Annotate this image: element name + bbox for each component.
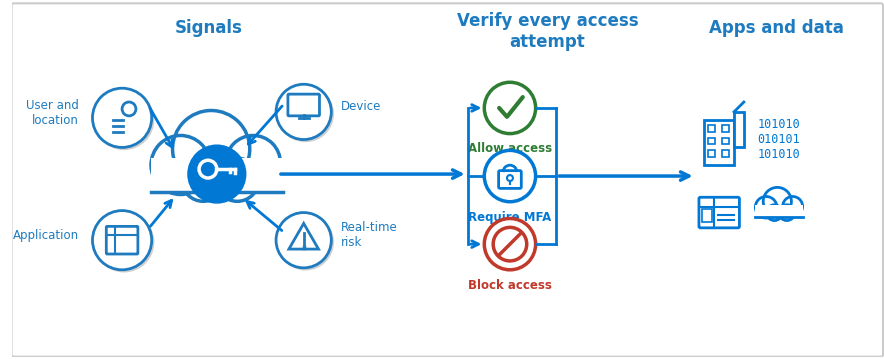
Circle shape	[276, 84, 332, 140]
Text: 101010
010101
101010: 101010 010101 101010	[758, 118, 800, 161]
Bar	[722, 125, 729, 132]
FancyBboxPatch shape	[11, 3, 883, 356]
Bar	[708, 137, 715, 144]
Bar	[708, 125, 715, 132]
Circle shape	[181, 158, 225, 201]
Bar	[722, 150, 729, 157]
FancyBboxPatch shape	[699, 197, 739, 228]
Bar	[705, 120, 734, 165]
Circle shape	[226, 135, 280, 190]
Circle shape	[95, 90, 154, 149]
Circle shape	[151, 135, 210, 195]
Text: Device: Device	[341, 101, 382, 113]
Bar	[151, 158, 283, 192]
Bar	[734, 112, 743, 148]
Text: Signals: Signals	[175, 19, 243, 37]
Circle shape	[763, 187, 791, 215]
Circle shape	[484, 219, 536, 270]
Bar	[722, 137, 729, 144]
FancyBboxPatch shape	[499, 171, 522, 188]
FancyBboxPatch shape	[288, 94, 319, 116]
Circle shape	[484, 82, 536, 134]
FancyBboxPatch shape	[106, 227, 138, 254]
Circle shape	[95, 213, 154, 272]
Circle shape	[779, 205, 795, 220]
Circle shape	[278, 86, 333, 141]
Text: Block access: Block access	[468, 279, 552, 292]
Circle shape	[278, 215, 333, 270]
Circle shape	[93, 211, 152, 270]
Circle shape	[782, 196, 803, 216]
Text: Apps and data: Apps and data	[709, 19, 844, 37]
Bar	[703, 209, 713, 223]
Bar	[755, 205, 804, 217]
Text: User and
location: User and location	[26, 99, 79, 127]
Circle shape	[484, 150, 536, 202]
Circle shape	[216, 158, 259, 201]
Circle shape	[755, 196, 777, 218]
Text: Application: Application	[12, 229, 79, 242]
Text: Verify every access
attempt: Verify every access attempt	[457, 12, 638, 51]
Circle shape	[172, 111, 250, 188]
Text: Allow access: Allow access	[468, 143, 552, 155]
Circle shape	[766, 205, 782, 220]
Circle shape	[187, 144, 247, 204]
Bar	[708, 150, 715, 157]
Circle shape	[276, 213, 332, 268]
Text: Real-time
risk: Real-time risk	[341, 221, 398, 249]
Text: Require MFA: Require MFA	[469, 211, 552, 224]
Circle shape	[93, 88, 152, 148]
